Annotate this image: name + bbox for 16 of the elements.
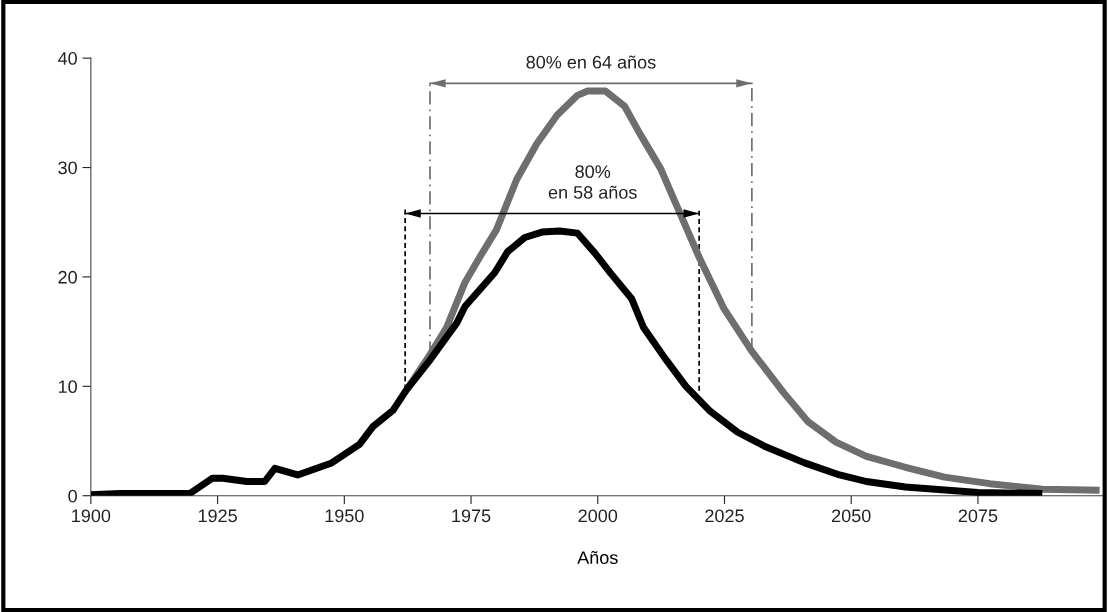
annotation: 80% en 58 años [548, 165, 637, 199]
annotation: 80% en 64 años [526, 55, 656, 69]
x-tick-label: 1950 [325, 509, 364, 523]
x-tick-label: 2000 [578, 509, 618, 523]
y-tick-label: 40 [58, 52, 77, 65]
y-tick-label: 20 [58, 270, 77, 284]
x-tick-label: 1925 [198, 509, 237, 523]
x-tick-label: 2050 [832, 509, 871, 523]
y-tick-label: 30 [58, 161, 77, 175]
x-axis-title: Años [577, 550, 618, 565]
y-tick-label: 10 [58, 380, 77, 394]
x-tick-label: 1900 [72, 509, 111, 523]
x-tick-label: 2025 [705, 509, 744, 523]
x-tick-label: 2075 [958, 509, 998, 523]
y-tick-label: 0 [68, 489, 77, 503]
x-tick-label: 1975 [452, 509, 491, 523]
